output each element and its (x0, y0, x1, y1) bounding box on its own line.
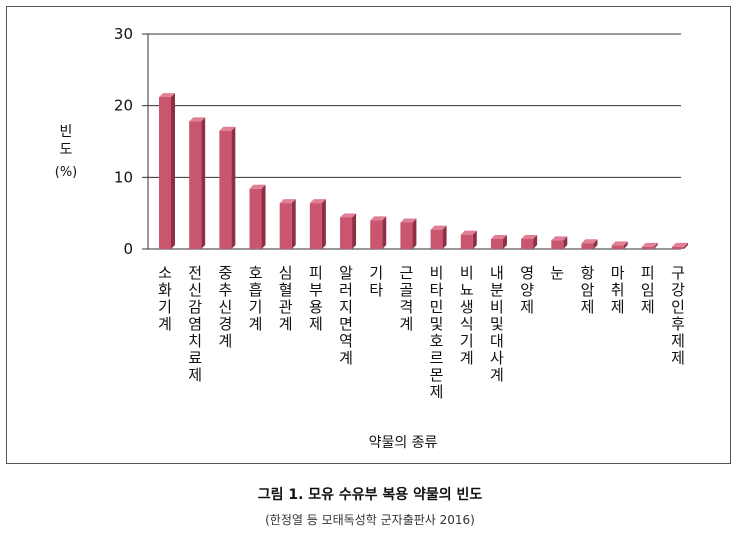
bar-side (533, 234, 538, 249)
bar (641, 246, 654, 249)
bar-side (593, 239, 598, 249)
y-tick-label: 30 (114, 25, 133, 43)
bar (672, 246, 684, 249)
bar (219, 130, 232, 249)
y-axis-title-text: 빈 도 (%) (55, 124, 78, 180)
bar-side (291, 199, 296, 249)
bar (430, 229, 443, 249)
bar (159, 97, 171, 249)
bar-top (219, 126, 236, 131)
bar-side (261, 184, 266, 249)
y-tick-label: 0 (123, 240, 133, 258)
bar (521, 238, 534, 249)
bar (309, 203, 322, 249)
bar (581, 243, 594, 249)
bar (460, 234, 473, 249)
y-tick-label: 10 (114, 168, 133, 186)
bar-side (653, 242, 658, 249)
bar-top (490, 234, 507, 239)
bar-top (370, 216, 387, 221)
bar-top (551, 236, 568, 241)
bar-top (159, 93, 175, 98)
bar-top (309, 199, 326, 204)
bar (279, 203, 292, 249)
bar-side (502, 234, 507, 249)
x-axis-title: 약물의 종류 (369, 435, 438, 451)
bar (340, 217, 353, 249)
y-axis-title: 빈 도 (%) (55, 124, 78, 180)
bar-side (623, 241, 628, 249)
bar-side (321, 199, 326, 249)
bar (189, 121, 202, 249)
bar-top (521, 234, 538, 239)
bar-top (189, 117, 206, 122)
category-labels: 소 화 기 계 전 신 감 염 치 료 제 중 추 신 경 계 호 흡 기 계 심 혈 관 계 피 부 용 제 알 러 지 면 역 계 기 타 근 골 격 계… (158, 264, 685, 401)
bar (490, 238, 503, 249)
bar-top (400, 218, 417, 223)
y-tick-labels: 0 10 20 30 (114, 25, 133, 258)
y-tick-label: 20 (114, 97, 133, 115)
bar-top (249, 184, 266, 189)
bar-side (412, 218, 417, 249)
bar-top (581, 239, 598, 244)
bar-side (684, 242, 688, 249)
bar-side (563, 236, 568, 249)
bar-top (340, 213, 357, 218)
bars (159, 93, 688, 249)
bar-top (460, 230, 477, 235)
bar-side (171, 93, 175, 249)
bar-side (201, 117, 206, 249)
bar (249, 188, 262, 249)
chart-frame (6, 6, 731, 464)
bar (551, 240, 564, 249)
bar (400, 222, 413, 249)
bar-top (641, 242, 658, 247)
bar-top (430, 225, 447, 230)
figure-source: (한정열 등 모태독성학 군자출판사 2016) (265, 513, 475, 527)
bar-side (472, 230, 477, 249)
bar-side (231, 126, 236, 249)
bar-top (279, 199, 296, 204)
category-label: 눈 (550, 264, 564, 282)
bar (370, 220, 383, 249)
bar-side (352, 213, 357, 249)
bar-side (442, 225, 447, 249)
bar-top (672, 242, 688, 247)
bar-side (382, 216, 387, 249)
figure-caption: 그림 1. 모유 수유부 복용 약물의 빈도 (257, 487, 483, 503)
bar-top (611, 241, 628, 246)
bar (611, 245, 624, 249)
